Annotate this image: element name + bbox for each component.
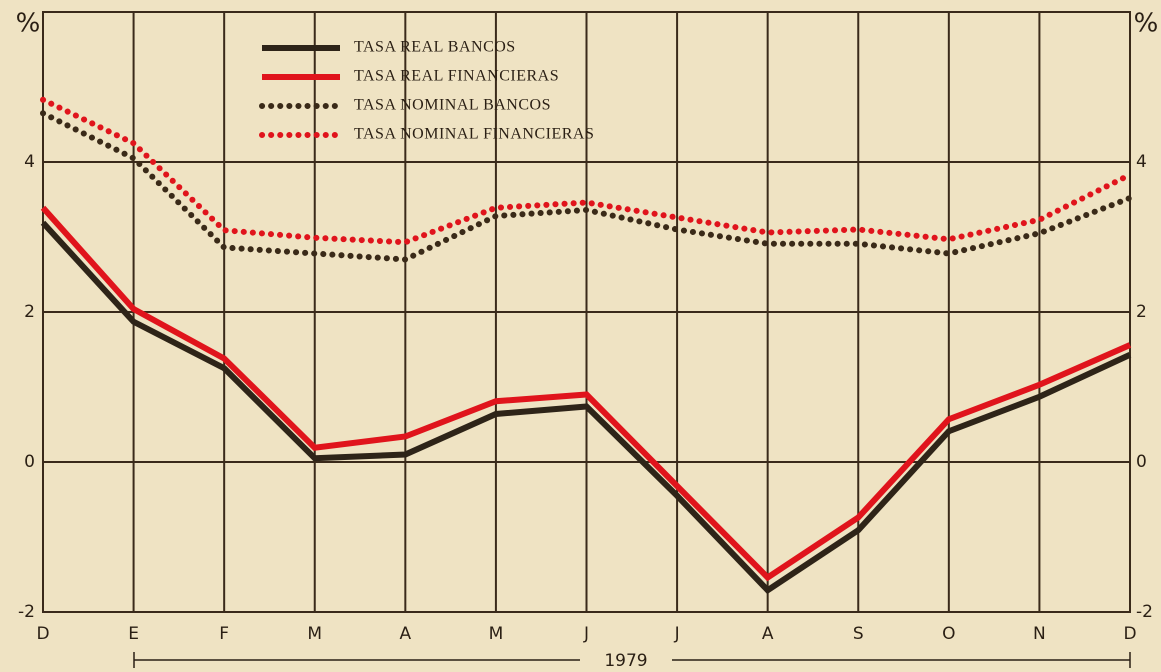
series-line [40,220,1132,595]
x-tick-label: A [400,624,412,644]
x-tick-label: D [1123,624,1136,644]
x-tick-label: S [853,624,864,644]
y-tick-label: 4 [24,152,35,172]
y-tick-label: 2 [24,302,35,322]
y-tick-label-right: 2 [1136,302,1147,322]
series-line [40,110,1133,263]
legend-label: TASA NOMINAL FINANCIERAS [354,126,594,143]
x-tick-label: M [489,624,504,644]
y-tick-label: -2 [18,602,35,622]
x-tick-label: A [762,624,774,644]
y-tick-label-right: 4 [1136,152,1147,172]
legend-label: TASA REAL FINANCIERAS [354,68,559,85]
x-tick-label: E [128,624,139,644]
y-unit-left: % [16,9,41,39]
x-tick-label: J [674,624,680,644]
series-line [40,205,1132,582]
y-tick-label: 0 [24,452,35,472]
series-line [40,96,1133,246]
y-tick-label-right: 0 [1136,452,1147,472]
x-tick-label: F [219,624,229,644]
x-tick-label: D [36,624,49,644]
x-tick-label: N [1033,624,1046,644]
legend-label: TASA NOMINAL BANCOS [354,97,551,114]
x-tick-label: M [307,624,322,644]
y-unit-right: % [1134,9,1159,39]
x-tick-label: J [583,624,589,644]
legend-label: TASA REAL BANCOS [354,39,516,56]
y-tick-label-right: -2 [1136,602,1153,622]
x-axis-label: 1979 [604,651,647,671]
x-tick-label: O [942,624,955,644]
